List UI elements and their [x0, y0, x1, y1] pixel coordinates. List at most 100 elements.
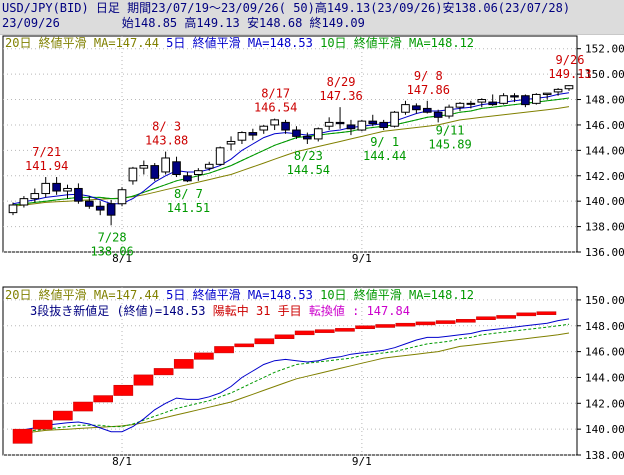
- new-price-brick: [12, 428, 33, 444]
- brick-tick-label: 144.00: [585, 371, 624, 384]
- price-tick-label: 140.00: [585, 195, 624, 208]
- candle-up: [324, 121, 334, 127]
- high-date-label: 9/26: [556, 53, 585, 67]
- candle-down: [412, 105, 421, 111]
- candle-up: [259, 125, 269, 131]
- date-tick-label: 8/1: [112, 252, 132, 265]
- new-price-brick: [214, 346, 234, 354]
- candle-up: [455, 102, 465, 108]
- ohlc-values: 始148.85 高149.13 安148.68 終149.09: [121, 16, 365, 30]
- brick-ma20-line: [12, 332, 570, 435]
- brick-tick-label: 146.00: [585, 346, 624, 359]
- chart-header: USD/JPY(BID) 日足 期間23/07/19～23/09/26( 50)…: [0, 0, 624, 35]
- price-tick-label: 150.00: [585, 68, 624, 81]
- candle-down: [379, 121, 388, 128]
- candle-down: [95, 205, 105, 211]
- date-tick-label: 9/1: [352, 252, 372, 265]
- candle-up: [401, 104, 410, 113]
- candle-up: [139, 165, 149, 169]
- candle-up: [313, 128, 323, 140]
- new-price-brick: [355, 325, 375, 330]
- new-price-brick: [435, 320, 456, 324]
- ma10-line-dash: [12, 97, 570, 206]
- candle-down: [106, 203, 116, 216]
- candle-up: [117, 189, 127, 205]
- new-price-brick: [476, 316, 496, 320]
- candle-up: [161, 157, 170, 173]
- new-price-brick: [113, 384, 134, 396]
- high-value-label: 143.88: [145, 134, 188, 148]
- price-tick-label: 138.00: [585, 221, 624, 234]
- new-price-brick: [153, 368, 174, 376]
- candle-up: [128, 167, 138, 182]
- candle-up: [357, 120, 367, 131]
- new-price-brick: [73, 401, 93, 412]
- low-date-label: 9/11: [436, 124, 465, 138]
- price-tick-label: 144.00: [585, 144, 624, 157]
- ohlc-info: 23/09/26 始148.85 高149.13 安148.68 終149.09: [2, 16, 365, 31]
- new-price-brick: [32, 419, 53, 430]
- candle-down: [248, 132, 258, 136]
- high-value-label: 149.13: [548, 67, 591, 81]
- candle-down: [335, 121, 345, 125]
- new-price-brick: [375, 324, 396, 328]
- candle-down: [521, 95, 530, 106]
- new-price-brick: [516, 312, 537, 317]
- low-value-label: 144.54: [287, 163, 330, 177]
- candle-down: [183, 175, 192, 182]
- brick-tick-label: 140.00: [585, 423, 624, 436]
- ma20-line: [12, 106, 570, 207]
- new-price-brick: [536, 311, 557, 315]
- new-price-brick: [234, 343, 255, 348]
- candle-down: [150, 165, 160, 179]
- price-tick-label: 146.00: [585, 119, 624, 132]
- candle-down: [346, 124, 356, 130]
- new-price-brick: [254, 338, 275, 345]
- new-price-brick: [93, 395, 113, 403]
- candle-down: [84, 200, 94, 207]
- candle-up: [226, 140, 236, 145]
- ma5-line: [12, 92, 570, 205]
- candle-up: [477, 99, 487, 103]
- new-price-brick: [133, 374, 154, 386]
- high-value-label: 147.86: [407, 83, 450, 97]
- candle-up: [30, 193, 40, 200]
- new-price-brick: [415, 321, 436, 326]
- high-value-label: 147.36: [319, 89, 362, 103]
- brick-info: 3段抜き新値足 (終値)=148.53 陽転中 31 手目 転換値 : 147.…: [30, 303, 410, 318]
- new-price-brick: [274, 334, 295, 339]
- candle-down: [422, 107, 432, 113]
- candle-up: [41, 182, 51, 195]
- new-price-brick: [173, 359, 194, 369]
- current-date: 23/09/26: [2, 16, 60, 30]
- price-tick-label: 152.00: [585, 43, 624, 56]
- candle-up: [215, 147, 225, 165]
- high-value-label: 141.94: [25, 159, 68, 173]
- price-legend: 20日 終値平滑 MA=147.44 5日 終値平滑 MA=148.53 10日…: [5, 35, 474, 50]
- new-price-brick: [335, 328, 355, 332]
- low-value-label: 145.89: [428, 138, 471, 152]
- candle-up: [542, 92, 552, 95]
- candle-down: [52, 182, 61, 192]
- low-value-label: 141.51: [167, 201, 210, 215]
- candle-down: [488, 101, 498, 106]
- candle-down: [292, 129, 301, 137]
- low-date-label: 8/23: [294, 149, 323, 163]
- candle-up: [531, 93, 541, 104]
- candle-up: [499, 95, 508, 104]
- new-price-brick: [456, 319, 476, 323]
- candle-down: [172, 161, 181, 175]
- symbol-period-info: USD/JPY(BID) 日足 期間23/07/19～23/09/26( 50)…: [2, 1, 571, 15]
- high-value-label: 146.54: [254, 101, 297, 115]
- low-date-label: 8/ 7: [174, 187, 203, 201]
- brick-tick-label: 150.00: [585, 294, 624, 307]
- brick-tick-label: 142.00: [585, 397, 624, 410]
- brick-date-tick-label: 8/1: [112, 455, 132, 468]
- candle-up: [204, 163, 214, 169]
- candle-down: [510, 95, 519, 98]
- new-price-brick: [314, 329, 335, 333]
- candle-up: [19, 198, 29, 206]
- candle-up: [63, 187, 72, 192]
- price-tick-label: 142.00: [585, 170, 624, 183]
